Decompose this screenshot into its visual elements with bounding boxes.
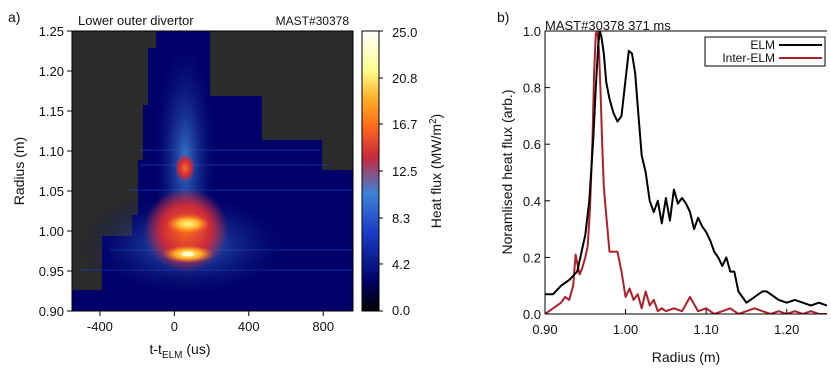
heatmap-y-tick-label: 0.95 [39,264,64,279]
line-x-axis-title: Radius (m) [652,349,720,365]
heatmap-x-tick-label: -400 [87,319,113,334]
heatmap-y-tick-label: 1.10 [39,144,64,159]
heatmap-panel: a) Lower outer divertor MAS [8,9,354,361]
colorbar: 25.0 20.8 16.7 12.5 8.3 4.2 0.0 Heat flux (MW/… [361,25,444,318]
heatmap-x-tick-label: 0 [171,319,178,334]
line-axes: 0.90 1.00 1.10 1.20 0.0 0.2 0.4 0.6 0.8 1.0 [523,24,799,337]
heatmap-y-tick-label: 1.00 [39,224,64,239]
line-y-tick-label: 0.6 [523,137,541,152]
panel-a-label: a) [8,9,20,25]
colorbar-ticks: 25.0 20.8 16.7 12.5 8.3 4.2 0.0 [379,25,417,318]
heatmap-y-axis-title: Radius (m) [11,137,27,205]
heatmap-upper-peak [166,214,210,234]
heatmap-x-tick-label: 400 [238,319,260,334]
heatmap-axes: -400 0 400 800 0.90 0.95 1.00 1.05 1.10 1.15 1.20 1… [39,24,334,334]
line-y-axis-title: Noramlised heat flux (arb.) [499,90,515,255]
heatmap-hot-tail [175,154,195,182]
heatmap-y-tick-label: 1.25 [39,24,64,39]
line-x-tick-label: 0.90 [532,322,557,337]
heatmap-peak-center [182,251,194,257]
line-x-tick-label: 1.20 [774,322,799,337]
legend-label-elm: ELM [750,38,775,52]
heatmap-y-tick-label: 0.90 [39,304,64,319]
colorbar-tick-label: 12.5 [392,164,417,179]
line-chart-title: MAST#30378 371 ms [545,18,671,33]
heatmap-x-axis-title: t-tELM (us) [149,341,210,361]
heatmap-y-tick-label: 1.15 [39,104,64,119]
colorbar-tick-label: 20.8 [392,71,417,86]
legend-box [704,36,826,67]
colorbar-title: Heat flux (MW/m2) [428,114,444,228]
colorbar-gradient [361,30,380,312]
line-y-tick-label: 0.4 [523,194,541,209]
line-y-tick-label: 1.0 [523,24,541,39]
heatmap-y-tick-label: 1.05 [39,184,64,199]
line-series-group [545,31,827,314]
legend: ELM Inter-ELM [704,36,826,67]
colorbar-tick-label: 8.3 [392,211,410,226]
line-y-tick-label: 0.0 [523,307,541,322]
line-x-tick-label: 1.00 [613,322,638,337]
heatmap-frame [71,30,354,312]
heatmap-title-left: Lower outer divertor [78,13,194,28]
colorbar-tick-label: 16.7 [392,117,417,132]
series-line-elm [545,31,827,307]
heatmap-y-tick-label: 1.20 [39,64,64,79]
colorbar-tick-label: 0.0 [392,303,410,318]
heatmap-plot-area [72,31,353,311]
heatmap-x-tick-label: 800 [312,319,334,334]
line-y-tick-label: 0.8 [523,81,541,96]
panel-b-label: b) [497,9,509,25]
line-plot-area [545,31,827,314]
heatmap-title-right: MAST#30378 [276,14,350,28]
legend-label-inter-elm: Inter-ELM [722,51,775,65]
series-line-inter-elm [545,31,827,314]
line-x-tick-label: 1.10 [693,322,718,337]
colorbar-tick-label: 25.0 [392,25,417,40]
colorbar-tick-label: 4.2 [392,257,410,272]
line-y-tick-label: 0.2 [523,250,541,265]
line-panel: b) MAST#30378 371 ms 0.90 1.00 1.10 1.20 0.0… [497,9,827,365]
